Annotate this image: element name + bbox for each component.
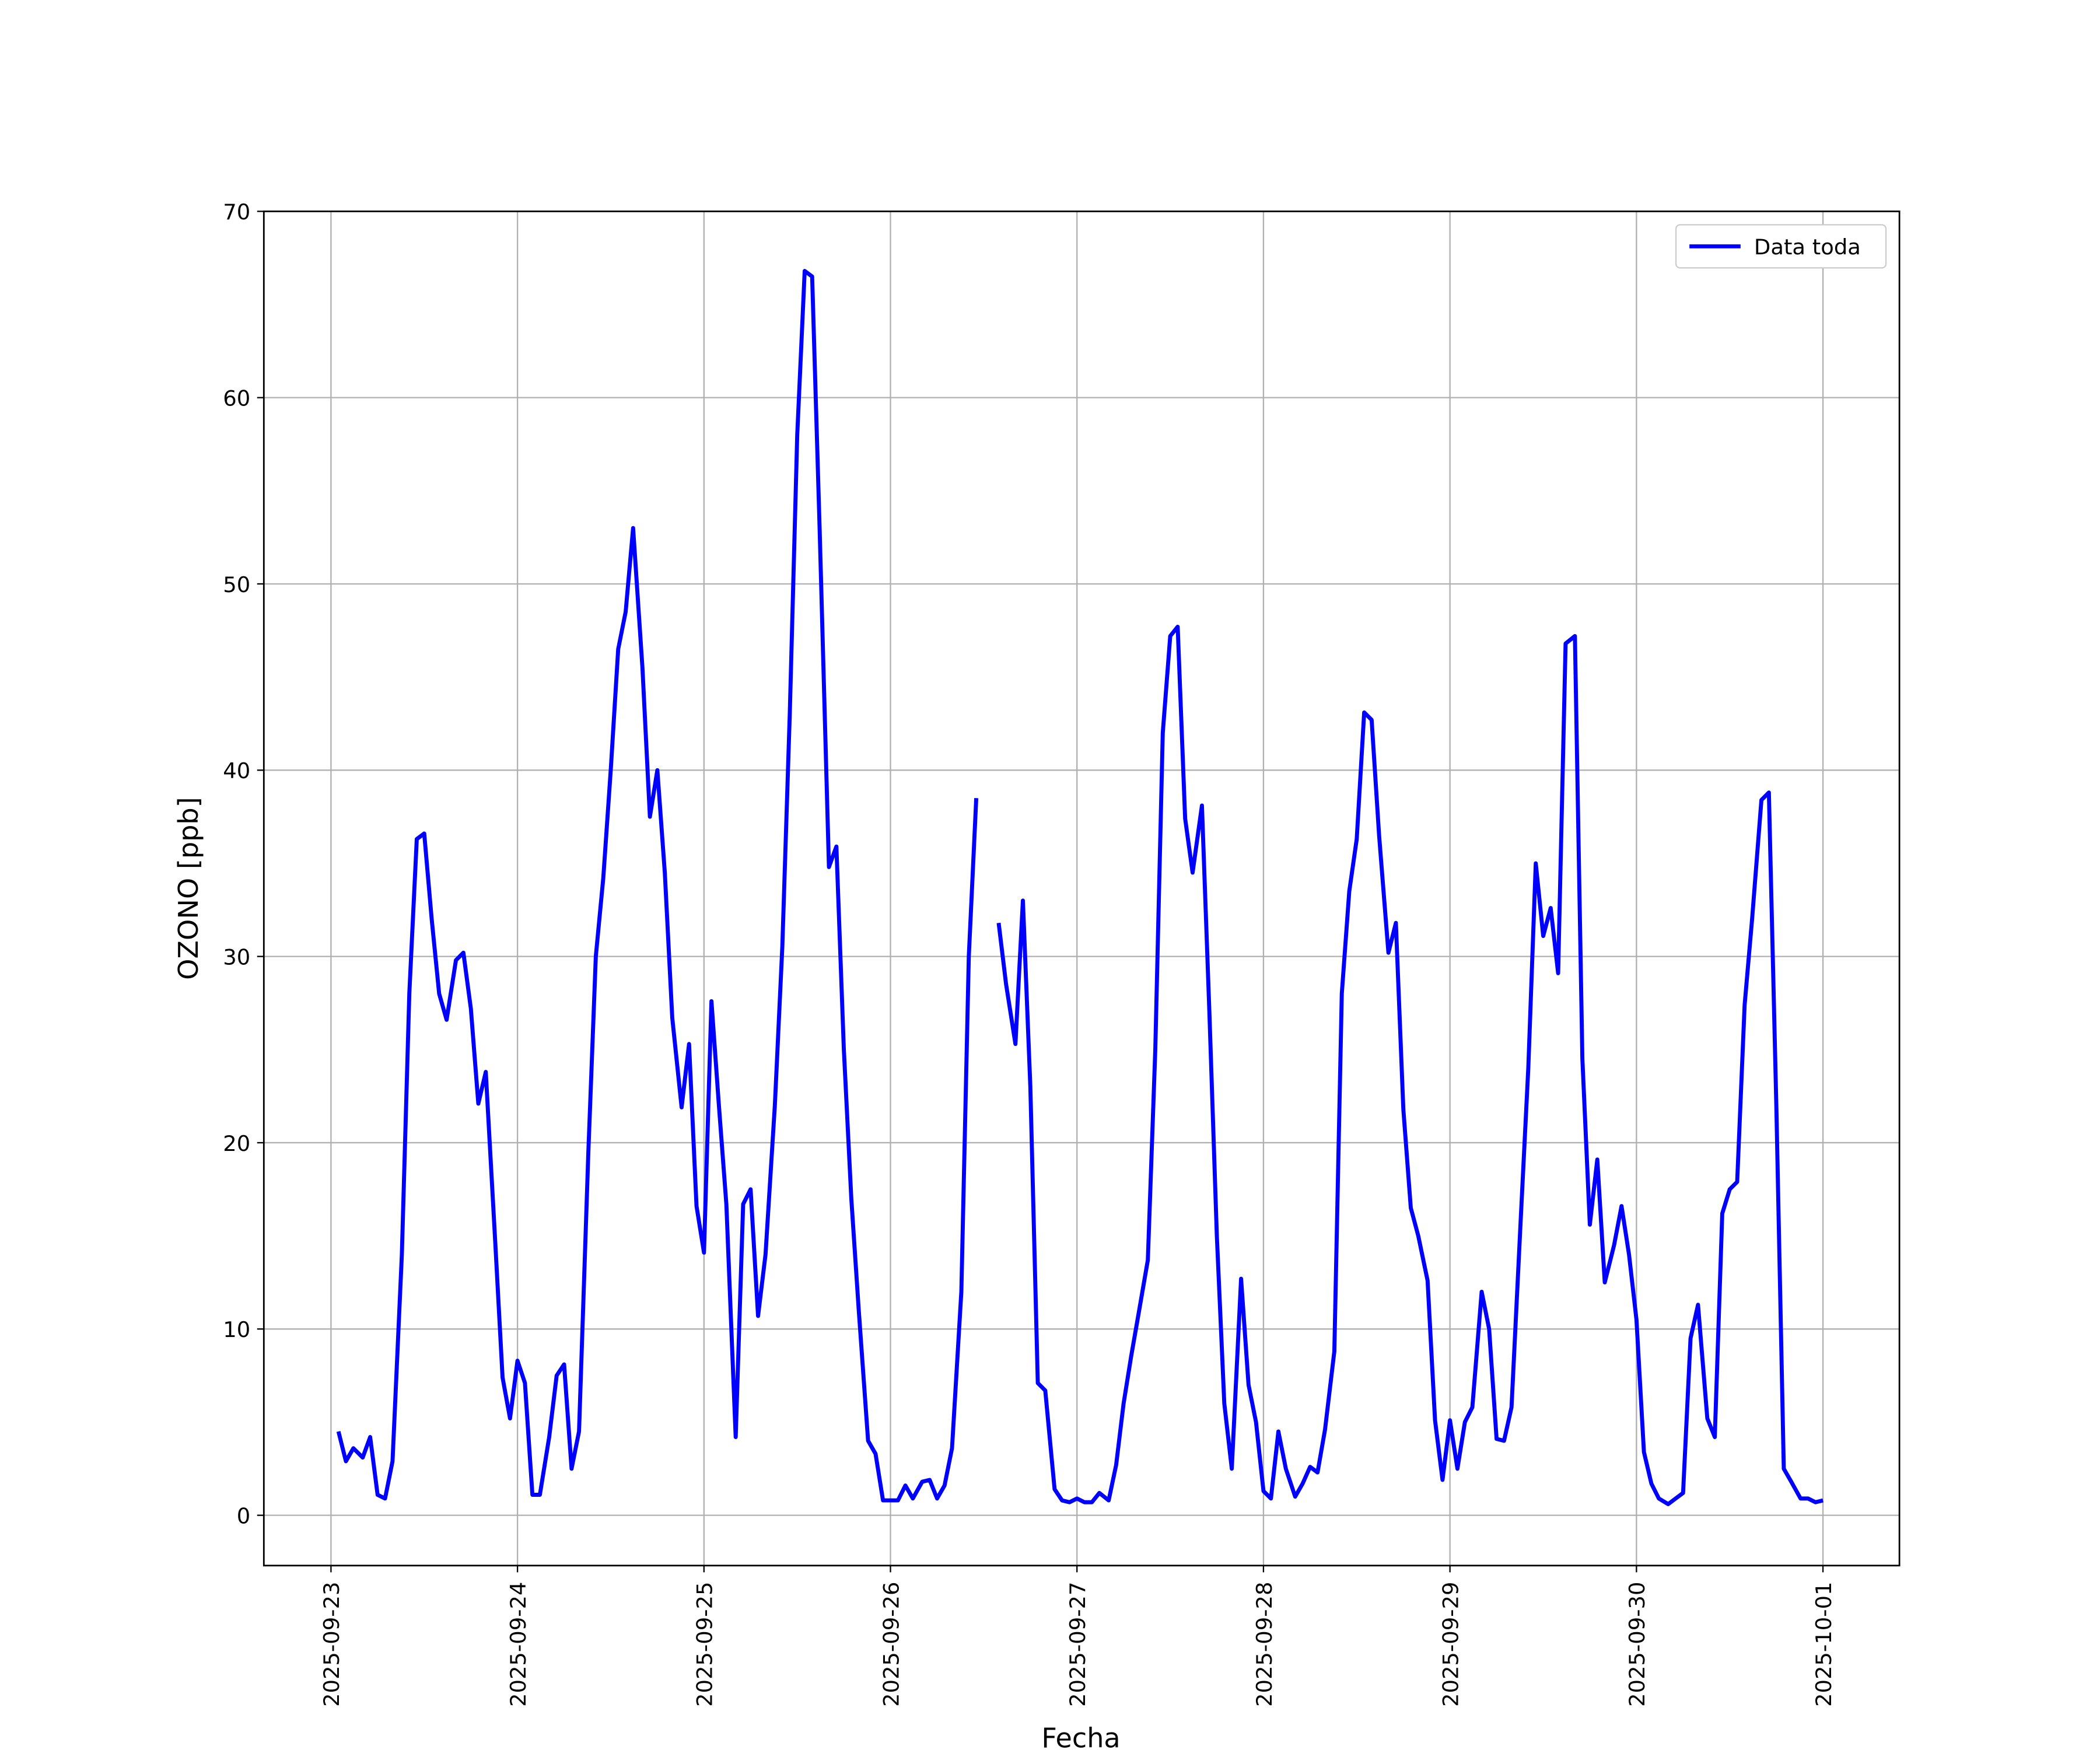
plot-frame: [262, 210, 1901, 1567]
legend-label: Data toda: [1754, 235, 1861, 260]
y-tick-label: 20: [223, 1131, 250, 1156]
x-tick-label: 2025-09-28: [1252, 1582, 1277, 1707]
data-line: [336, 269, 1824, 1506]
x-axis-label: Fecha: [1041, 1722, 1120, 1750]
x-tick-label: 2025-09-27: [1065, 1582, 1090, 1707]
y-tick-label: 0: [237, 1503, 250, 1528]
y-tick-label: 70: [223, 200, 250, 225]
y-tick-label: 40: [223, 758, 250, 783]
y-tick-label: 60: [223, 386, 250, 411]
x-tick-label: 2025-09-24: [506, 1582, 531, 1707]
x-tick-label: 2025-09-26: [878, 1582, 904, 1707]
y-tick-label: 50: [223, 572, 250, 597]
x-tick-label: 2025-09-29: [1438, 1582, 1464, 1707]
x-tick-label: 2025-09-23: [319, 1582, 344, 1707]
y-tick-label: 30: [223, 944, 250, 970]
y-axis-label: OZONO [ppb]: [173, 797, 204, 980]
y-tick-label: 10: [223, 1317, 250, 1342]
x-tick-label: 2025-10-01: [1811, 1582, 1836, 1707]
legend-box: [1675, 224, 1887, 269]
x-tick-label: 2025-09-25: [692, 1582, 718, 1707]
x-tick-label: 2025-09-30: [1625, 1582, 1650, 1707]
